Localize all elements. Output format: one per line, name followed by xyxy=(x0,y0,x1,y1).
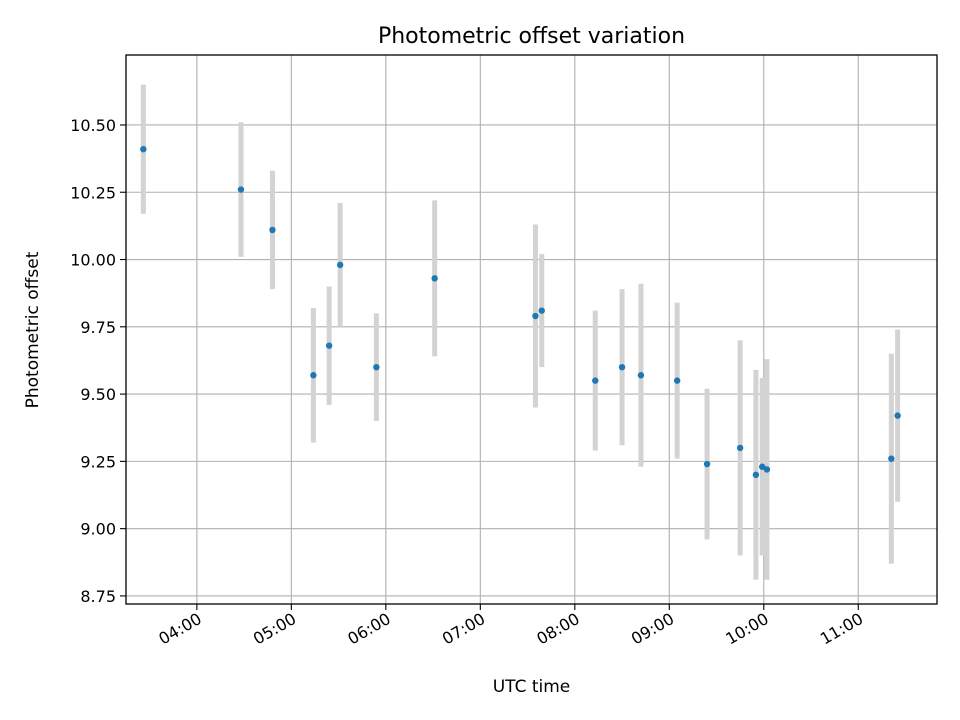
x-axis-label: UTC time xyxy=(493,677,571,697)
data-point xyxy=(336,261,344,269)
data-point xyxy=(673,377,681,384)
plot-frame xyxy=(125,54,938,605)
data-point xyxy=(269,226,276,234)
data-point xyxy=(888,455,895,462)
x-tick-label: 07:00 xyxy=(439,609,488,649)
data-point xyxy=(431,275,438,282)
y-tick-label: 9.25 xyxy=(80,452,116,471)
data-point xyxy=(532,312,539,320)
data-point xyxy=(237,186,245,193)
data-point xyxy=(592,377,599,384)
data-point xyxy=(763,466,771,473)
data-point xyxy=(310,372,317,379)
data-points xyxy=(140,145,901,479)
data-point xyxy=(759,463,766,470)
x-ticks: 04:00 05:00 06:00 07:00 08:00 09:00 10:00 11:00 xyxy=(155,604,866,649)
data-point xyxy=(703,460,711,468)
data-point xyxy=(325,342,333,349)
data-point xyxy=(736,444,744,452)
error-bars xyxy=(140,84,901,580)
x-tick-label: 10:00 xyxy=(722,609,771,649)
y-tick-label: 10.00 xyxy=(70,251,116,270)
chart-title: Photometric offset variation xyxy=(378,24,685,49)
grid xyxy=(126,55,937,604)
data-point xyxy=(373,363,380,371)
x-tick-label: 08:00 xyxy=(533,609,582,649)
x-tick-label: 11:00 xyxy=(817,609,866,649)
y-tick-label: 9.50 xyxy=(80,385,116,404)
data-point xyxy=(894,412,901,419)
y-tick-label: 8.75 xyxy=(80,587,116,606)
x-tick-label: 09:00 xyxy=(628,609,677,649)
data-point xyxy=(752,471,760,479)
data-point xyxy=(637,372,645,379)
y-axis-label: Photometric offset xyxy=(23,251,43,408)
x-tick-label: 04:00 xyxy=(155,609,204,649)
y-tick-label: 9.00 xyxy=(80,520,116,539)
data-point xyxy=(618,363,626,371)
y-ticks: 8.75 9.00 9.25 9.50 9.75 10.00 10.25 10.50 xyxy=(70,116,126,606)
y-tick-label: 9.75 xyxy=(80,318,116,337)
x-tick-label: 06:00 xyxy=(344,609,393,649)
data-point xyxy=(140,145,147,153)
y-tick-label: 10.50 xyxy=(70,116,116,135)
x-tick-label: 05:00 xyxy=(250,609,299,649)
data-point xyxy=(538,307,545,314)
y-tick-label: 10.25 xyxy=(70,183,116,202)
